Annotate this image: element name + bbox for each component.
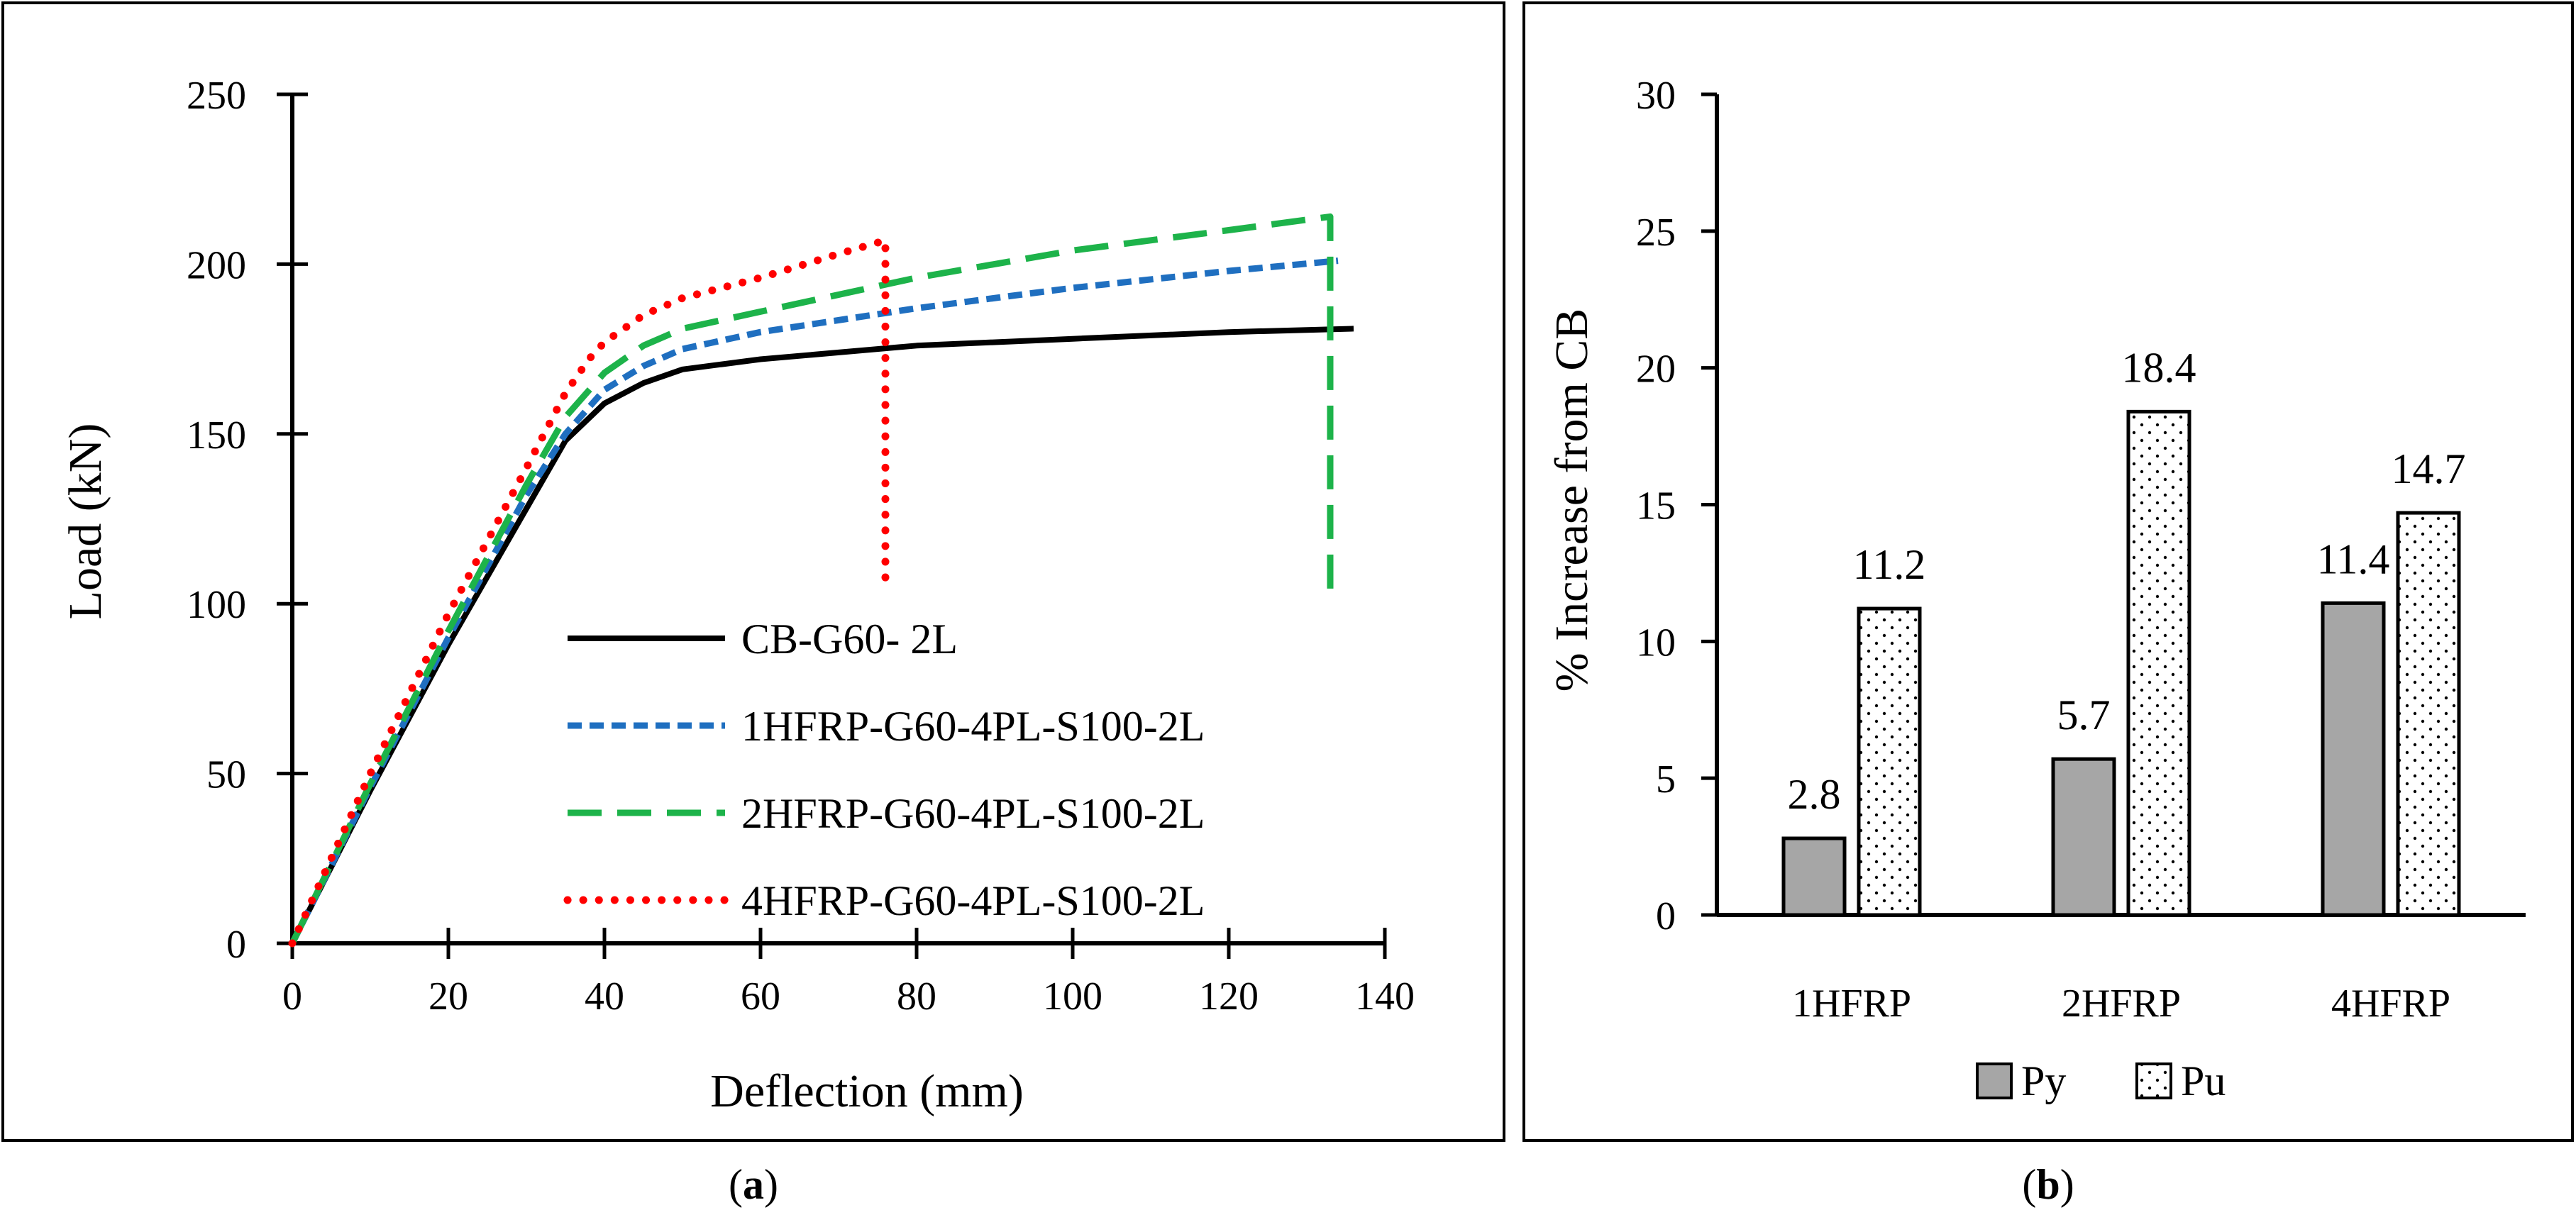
chart-b-y-ticks: 0 5 10 15 20 25 30 (1636, 74, 1717, 938)
x-tick-label: 120 (1199, 975, 1259, 1019)
data-label: 11.4 (2317, 535, 2390, 582)
y-tick-label: 15 (1636, 484, 1676, 528)
bar-py-1hfrp (1781, 836, 1847, 917)
x-tick-label: 100 (1043, 975, 1102, 1019)
data-label: 11.2 (1853, 541, 1926, 588)
chart-a-y-axis-title: Load (kN) (60, 423, 111, 620)
data-label: 14.7 (2392, 445, 2466, 492)
chart-b-y-axis-title: % Increase from CB (1546, 309, 1598, 692)
y-tick-label: 0 (1656, 894, 1676, 938)
chart-a-y-ticks: 0 50 100 150 200 250 (187, 74, 308, 967)
y-tick-label: 30 (1636, 74, 1676, 118)
y-tick-label: 50 (206, 753, 246, 797)
series-line-2 (289, 257, 1339, 945)
y-tick-label: 5 (1656, 757, 1676, 801)
y-tick-label: 25 (1636, 211, 1676, 255)
y-tick-label: 0 (226, 923, 246, 967)
y-tick-label: 200 (187, 243, 246, 287)
legend-label-1: CB-G60- 2L (741, 616, 958, 662)
category-label: 4HFRP (2331, 982, 2450, 1026)
caption-b: (b) (2022, 1161, 2074, 1208)
chart-a-x-ticks: 0 20 40 60 80 100 120 140 (282, 928, 1415, 1019)
data-label: 18.4 (2122, 344, 2196, 391)
y-tick-label: 20 (1636, 348, 1676, 392)
x-tick-label: 60 (741, 975, 780, 1019)
bar-py-2hfrp (2051, 757, 2116, 917)
series-line-4 (288, 236, 890, 948)
load-deflection-chart: 0 20 40 60 80 100 120 140 0 50 100 150 200 250 CB-G6… (60, 74, 1415, 1117)
x-tick-label: 80 (897, 975, 936, 1019)
category-label: 1HFRP (1792, 982, 1911, 1026)
bar-pu-2hfrp (2126, 409, 2191, 917)
chart-b-legend: Py Pu (1976, 1058, 2226, 1104)
caption-a-letter: a (743, 1161, 764, 1208)
bar-pu-4hfrp (2396, 511, 2461, 917)
x-tick-label: 20 (429, 975, 468, 1019)
category-label: 2HFRP (2062, 982, 2181, 1026)
legend-label-2: 1HFRP-G60-4PL-S100-2L (741, 703, 1205, 750)
legend-swatch-py (1976, 1062, 2013, 1099)
series-line-3 (289, 213, 1334, 945)
chart-b-category-labels: 1HFRP 2HFRP 4HFRP (1792, 982, 2450, 1026)
x-tick-label: 0 (282, 975, 302, 1019)
x-tick-label: 140 (1355, 975, 1415, 1019)
panel-b-frame (1522, 1, 2574, 1142)
chart-b-data-labels: 2.8 11.2 5.7 18.4 11.414.7 (1788, 344, 2466, 818)
legend-label-pu: Pu (2181, 1058, 2226, 1104)
data-label: 5.7 (2057, 692, 2111, 738)
data-label: 2.8 (1788, 771, 1841, 818)
caption-a: (a) (729, 1161, 778, 1208)
chart-a-legend: CB-G60- 2L 1HFRP-G60-4PL-S100-2L 2HFRP-G60… (563, 616, 1205, 924)
bar-pu-1hfrp (1857, 606, 1922, 917)
legend-swatch-pu (2135, 1062, 2172, 1099)
panel-a-frame (1, 1, 1505, 1142)
y-tick-label: 250 (187, 74, 246, 118)
chart-b-bars (1781, 409, 2461, 917)
x-tick-label: 40 (585, 975, 624, 1019)
legend-label-4: 4HFRP-G60-4PL-S100-2L (741, 877, 1205, 924)
y-tick-label: 100 (187, 583, 246, 627)
chart-a-series-lines (288, 213, 1354, 948)
chart-a-x-axis-title: Deflection (mm) (710, 1065, 1024, 1117)
y-tick-label: 10 (1636, 621, 1676, 665)
percent-increase-chart: 0 5 10 15 20 25 30 2.8 11.2 5.7 18.4 11.414.7 1HFR… (1546, 74, 2526, 1104)
legend-label-py: Py (2021, 1058, 2066, 1104)
caption-b-letter: b (2036, 1161, 2060, 1208)
legend-label-3: 2HFRP-G60-4PL-S100-2L (741, 790, 1205, 837)
chart-a-axes (290, 94, 1385, 945)
bar-py-4hfrp (2321, 601, 2386, 917)
y-tick-label: 150 (187, 414, 246, 457)
